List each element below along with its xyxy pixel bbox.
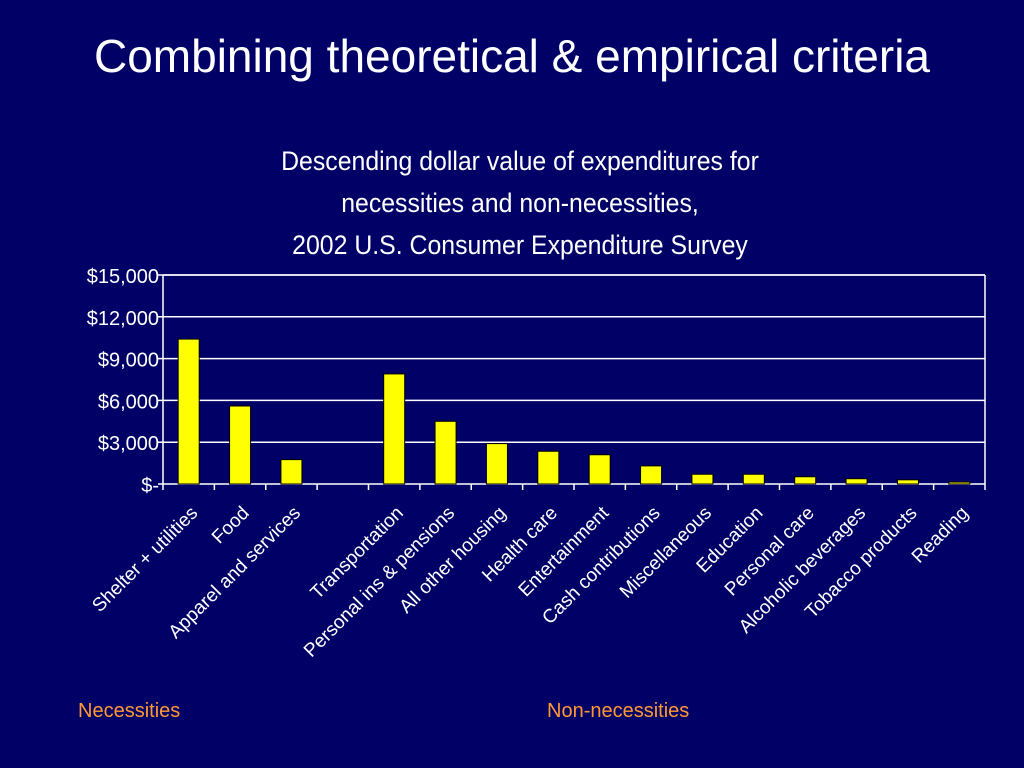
bar <box>229 405 252 485</box>
chart-title-line-1: Descending dollar value of expenditures … <box>281 146 759 176</box>
bar <box>280 459 303 485</box>
x-tick-label: Shelter + utilities <box>88 503 202 617</box>
x-tick-label: Food <box>208 503 253 548</box>
x-tick-label: Personal care <box>721 503 819 601</box>
group-label-non-necessities: Non-necessities <box>547 700 690 722</box>
chart-title-line-3: 2002 U.S. Consumer Expenditure Survey <box>292 230 748 260</box>
bar <box>177 338 200 485</box>
bar <box>640 465 663 485</box>
y-tick-label: $15,000 <box>87 266 159 288</box>
bar <box>948 481 971 485</box>
bar <box>896 479 919 485</box>
bar <box>383 373 406 485</box>
y-tick-label: $9,000 <box>98 350 159 372</box>
bar <box>845 478 868 485</box>
x-tick-label: Entertainment <box>515 502 614 601</box>
bar <box>691 473 714 485</box>
bar <box>742 473 765 485</box>
y-tick-label: $3,000 <box>98 433 159 455</box>
y-tick-label: $- <box>141 475 159 497</box>
bar <box>794 476 817 485</box>
x-tick-label: Miscellaneous <box>616 503 716 603</box>
chart-title: Descending dollar value of expenditures … <box>189 140 851 266</box>
bar <box>485 443 508 485</box>
bar <box>434 420 457 485</box>
y-tick-label: $6,000 <box>98 391 159 413</box>
x-tick-label: Reading <box>908 503 973 568</box>
slide-title: Combining theoretical & empirical criter… <box>94 30 930 82</box>
chart-title-line-2: necessities and non-necessities, <box>341 188 699 218</box>
y-tick-label: $12,000 <box>87 308 159 330</box>
bar <box>588 454 611 485</box>
bar <box>537 450 560 485</box>
group-label-necessities: Necessities <box>78 700 181 722</box>
